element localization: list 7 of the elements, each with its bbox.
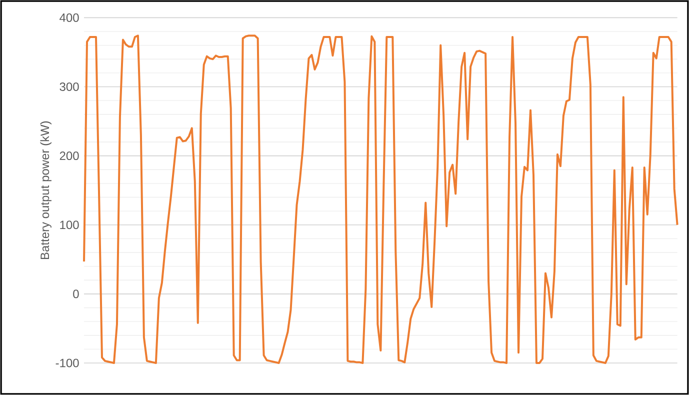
y-tick-label: 400 — [60, 13, 79, 22]
y-tick-label: 200 — [60, 152, 79, 160]
y-tick-label: 300 — [60, 82, 79, 91]
y-tick-label: 0 — [73, 290, 79, 298]
y-axis-title: Battery output power (kW) — [40, 121, 52, 260]
y-tick-label: -100 — [56, 358, 79, 368]
y-tick-label: 100 — [60, 220, 79, 230]
